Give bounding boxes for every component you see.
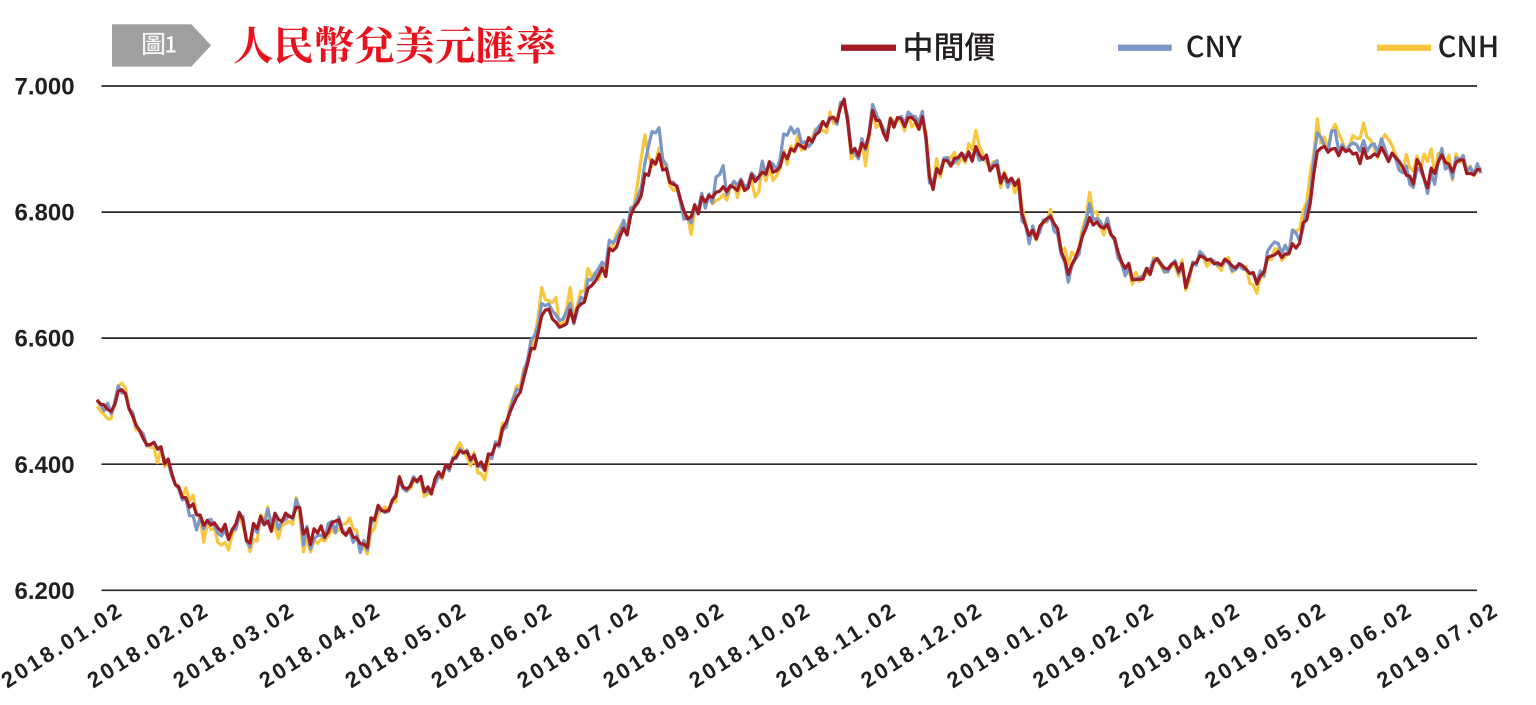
svg-text:6.200: 6.200 [15,578,75,605]
svg-text:6.600: 6.600 [15,326,75,353]
svg-text:6.400: 6.400 [15,452,75,479]
svg-text:6.800: 6.800 [15,200,75,227]
svg-text:7.000: 7.000 [15,74,75,101]
